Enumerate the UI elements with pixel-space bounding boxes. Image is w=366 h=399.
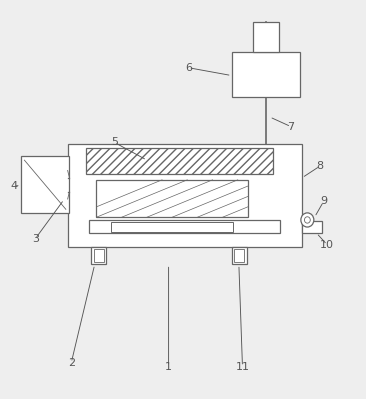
Bar: [21, 156, 70, 213]
Text: 8: 8: [316, 161, 324, 171]
Bar: [234, 249, 244, 262]
Text: 2: 2: [68, 358, 75, 368]
Bar: [94, 249, 104, 262]
Bar: [232, 52, 300, 97]
Text: 7: 7: [288, 122, 295, 132]
Bar: [89, 220, 280, 233]
Bar: [68, 144, 302, 247]
Text: 3: 3: [32, 234, 39, 244]
Text: 1: 1: [165, 362, 172, 372]
Text: 10: 10: [320, 240, 334, 250]
Circle shape: [301, 213, 314, 227]
Bar: [253, 22, 279, 52]
Text: 6: 6: [185, 63, 192, 73]
Text: 5: 5: [111, 137, 118, 148]
Bar: [111, 222, 234, 232]
Circle shape: [305, 217, 310, 223]
Text: 9: 9: [320, 196, 327, 206]
Bar: [97, 180, 248, 217]
Bar: [86, 148, 273, 174]
Text: 11: 11: [235, 362, 250, 372]
Bar: [302, 221, 322, 233]
Bar: [91, 247, 106, 265]
Bar: [232, 247, 247, 265]
Text: 4: 4: [10, 181, 17, 191]
